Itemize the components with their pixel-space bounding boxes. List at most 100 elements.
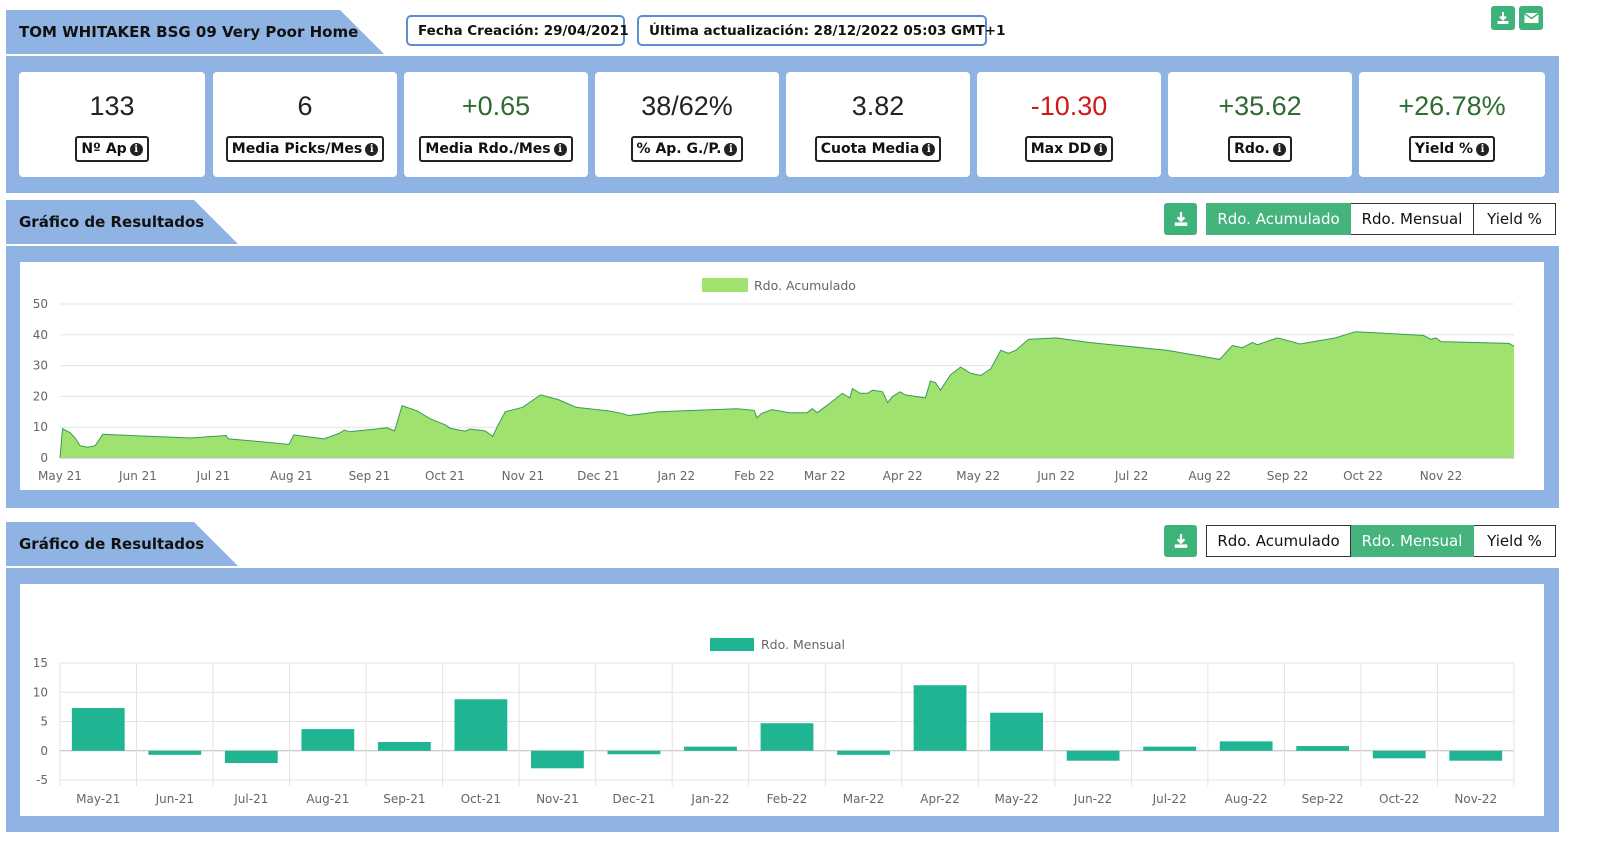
tab-rdo-acumulado[interactable]: Rdo. Acumulado bbox=[1206, 525, 1351, 557]
info-icon[interactable]: i bbox=[553, 142, 567, 156]
info-icon[interactable]: i bbox=[724, 142, 738, 156]
bar bbox=[71, 708, 125, 751]
x-tick-label: Nov-21 bbox=[536, 792, 579, 806]
section-title-cumulative: Gráfico de Resultados bbox=[6, 200, 238, 244]
y-tick-label: -5 bbox=[36, 773, 48, 787]
x-tick-label: Aug 22 bbox=[1188, 469, 1231, 483]
stat-value: +0.65 bbox=[461, 91, 531, 121]
chart-mode-toggle: Rdo. Acumulado Rdo. Mensual Yield % bbox=[1206, 525, 1556, 557]
download-button[interactable] bbox=[1491, 6, 1515, 30]
stat-card: +35.62 Rdo. i bbox=[1168, 72, 1352, 177]
bar bbox=[837, 750, 890, 755]
bar bbox=[684, 746, 737, 751]
x-tick-label: Oct 21 bbox=[425, 469, 465, 483]
x-tick-label: May 22 bbox=[956, 469, 1000, 483]
stat-label[interactable]: Rdo. i bbox=[1228, 136, 1292, 162]
x-tick-label: Aug 21 bbox=[270, 469, 313, 483]
x-tick-label: Jan-22 bbox=[690, 792, 729, 806]
x-tick-label: Feb-22 bbox=[767, 792, 808, 806]
download-icon bbox=[1497, 12, 1509, 24]
info-icon[interactable]: i bbox=[129, 142, 143, 156]
envelope-icon bbox=[1523, 12, 1539, 23]
x-tick-label: Nov 21 bbox=[502, 469, 545, 483]
bar bbox=[1296, 746, 1350, 751]
series-line bbox=[59, 331, 1515, 459]
x-tick-label: Jun 22 bbox=[1036, 469, 1075, 483]
x-tick-label: May-22 bbox=[994, 792, 1038, 806]
bar bbox=[607, 750, 661, 755]
legend-label: Rdo. Mensual bbox=[761, 637, 845, 652]
stat-label-text: Media Picks/Mes bbox=[231, 141, 363, 157]
stat-value: 6 bbox=[297, 91, 313, 121]
monthly-chart-card: -5 0 5 10 15 May-21 Jun-21 Jul-21 Aug-21 Sep-21 Oc… bbox=[20, 584, 1544, 816]
legend-label: Rdo. Acumulado bbox=[754, 278, 856, 293]
stat-card: -10.30 Max DD i bbox=[977, 72, 1161, 177]
section-title-monthly: Gráfico de Resultados bbox=[6, 522, 238, 566]
tab-rdo-acumulado[interactable]: Rdo. Acumulado bbox=[1206, 203, 1351, 235]
chart-download-button[interactable] bbox=[1164, 203, 1197, 235]
download-icon bbox=[1174, 212, 1187, 226]
x-tick-label: Apr 22 bbox=[883, 469, 923, 483]
x-tick-label: Oct-22 bbox=[1379, 792, 1419, 806]
y-tick-label: 0 bbox=[40, 744, 48, 758]
info-icon[interactable]: i bbox=[1476, 142, 1490, 156]
y-tick-label: 0 bbox=[40, 451, 48, 465]
x-tick-label: Sep 21 bbox=[349, 469, 391, 483]
tab-rdo-mensual[interactable]: Rdo. Mensual bbox=[1351, 525, 1474, 557]
y-tick-label: 5 bbox=[40, 715, 48, 729]
bar bbox=[531, 750, 584, 769]
tab-yield[interactable]: Yield % bbox=[1474, 525, 1556, 557]
stat-label[interactable]: Max DD i bbox=[1024, 136, 1114, 162]
info-icon[interactable]: i bbox=[1272, 142, 1286, 156]
bar bbox=[1449, 750, 1503, 761]
x-tick-label: Jun 21 bbox=[118, 469, 157, 483]
x-tick-label: Dec 21 bbox=[577, 469, 619, 483]
strategy-title: TOM WHITAKER BSG 09 Very Poor Home bbox=[6, 10, 384, 54]
stat-label[interactable]: Media Picks/Mes i bbox=[225, 136, 385, 162]
bar bbox=[301, 729, 355, 751]
stat-label[interactable]: Cuota Media i bbox=[814, 136, 942, 162]
tab-yield[interactable]: Yield % bbox=[1474, 203, 1556, 235]
x-tick-label: Nov 22 bbox=[1420, 469, 1463, 483]
y-tick-label: 10 bbox=[33, 420, 48, 434]
y-tick-label: 50 bbox=[33, 297, 48, 311]
y-tick-label: 10 bbox=[33, 685, 48, 699]
stat-label[interactable]: Media Rdo./Mes i bbox=[419, 136, 573, 162]
bar bbox=[1143, 746, 1197, 751]
info-icon[interactable]: i bbox=[365, 142, 379, 156]
info-icon[interactable]: i bbox=[922, 142, 936, 156]
x-tick-label: May 21 bbox=[38, 469, 82, 483]
y-tick-label: 40 bbox=[33, 328, 48, 342]
cumulative-chart-panel: 0 10 20 30 40 50 May 21 Jun 21 Jul 21 Aug 21 Sep 2… bbox=[6, 246, 1559, 508]
monthly-bar-chart: -5 0 5 10 15 May-21 Jun-21 Jul-21 Aug-21 Sep-21 Oc… bbox=[33, 637, 1515, 806]
x-tick-label: Aug-22 bbox=[1225, 792, 1268, 806]
stat-label[interactable]: % Ap. G./P. i bbox=[630, 136, 744, 162]
x-tick-label: Mar 22 bbox=[804, 469, 846, 483]
x-tick-label: Oct 22 bbox=[1343, 469, 1383, 483]
stats-panel: 133 Nº Ap i 6 Media Picks/Mes i +0.65 Media Rdo… bbox=[6, 56, 1559, 193]
email-button[interactable] bbox=[1519, 6, 1543, 30]
stat-label[interactable]: Yield % i bbox=[1408, 136, 1496, 162]
info-icon[interactable]: i bbox=[1094, 142, 1108, 156]
cumulative-chart-card: 0 10 20 30 40 50 May 21 Jun 21 Jul 21 Aug 21 Sep 2… bbox=[20, 262, 1544, 490]
x-tick-label: Mar-22 bbox=[843, 792, 884, 806]
legend-swatch bbox=[702, 278, 748, 292]
x-tick-label: Jul-21 bbox=[233, 792, 268, 806]
stat-card: 3.82 Cuota Media i bbox=[786, 72, 970, 177]
x-tick-label: Dec-21 bbox=[613, 792, 656, 806]
x-tick-label: Oct-21 bbox=[461, 792, 501, 806]
x-tick-label: Jun-21 bbox=[155, 792, 194, 806]
x-tick-label: May-21 bbox=[76, 792, 120, 806]
stat-label[interactable]: Nº Ap i bbox=[75, 136, 149, 162]
stat-label-text: Max DD bbox=[1030, 141, 1092, 157]
stat-label-text: Yield % bbox=[1414, 141, 1474, 157]
creation-date-badge: Fecha Creación: 29/04/2021 bbox=[406, 15, 629, 46]
bar bbox=[1066, 750, 1120, 761]
tab-rdo-mensual[interactable]: Rdo. Mensual bbox=[1351, 203, 1474, 235]
y-tick-label: 15 bbox=[33, 656, 48, 670]
stat-label-text: Nº Ap bbox=[81, 141, 127, 157]
stat-value: 133 bbox=[89, 91, 135, 121]
chart-download-button[interactable] bbox=[1164, 525, 1197, 557]
x-tick-label: Jul-22 bbox=[1152, 792, 1187, 806]
monthly-chart-panel: -5 0 5 10 15 May-21 Jun-21 Jul-21 Aug-21 Sep-21 Oc… bbox=[6, 568, 1559, 832]
